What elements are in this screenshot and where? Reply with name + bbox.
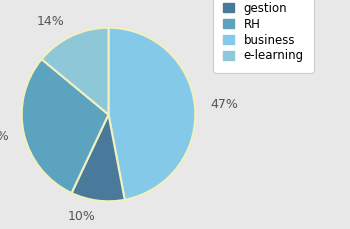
Text: 47%: 47% (210, 98, 238, 111)
Wedge shape (22, 59, 108, 193)
Text: 14%: 14% (37, 15, 65, 28)
Wedge shape (71, 114, 125, 201)
Text: 10%: 10% (68, 210, 96, 223)
Wedge shape (42, 28, 108, 114)
Wedge shape (108, 28, 195, 200)
Text: 29%: 29% (0, 130, 8, 143)
Legend: gestion, RH, business, e-learning: gestion, RH, business, e-learning (216, 0, 311, 70)
